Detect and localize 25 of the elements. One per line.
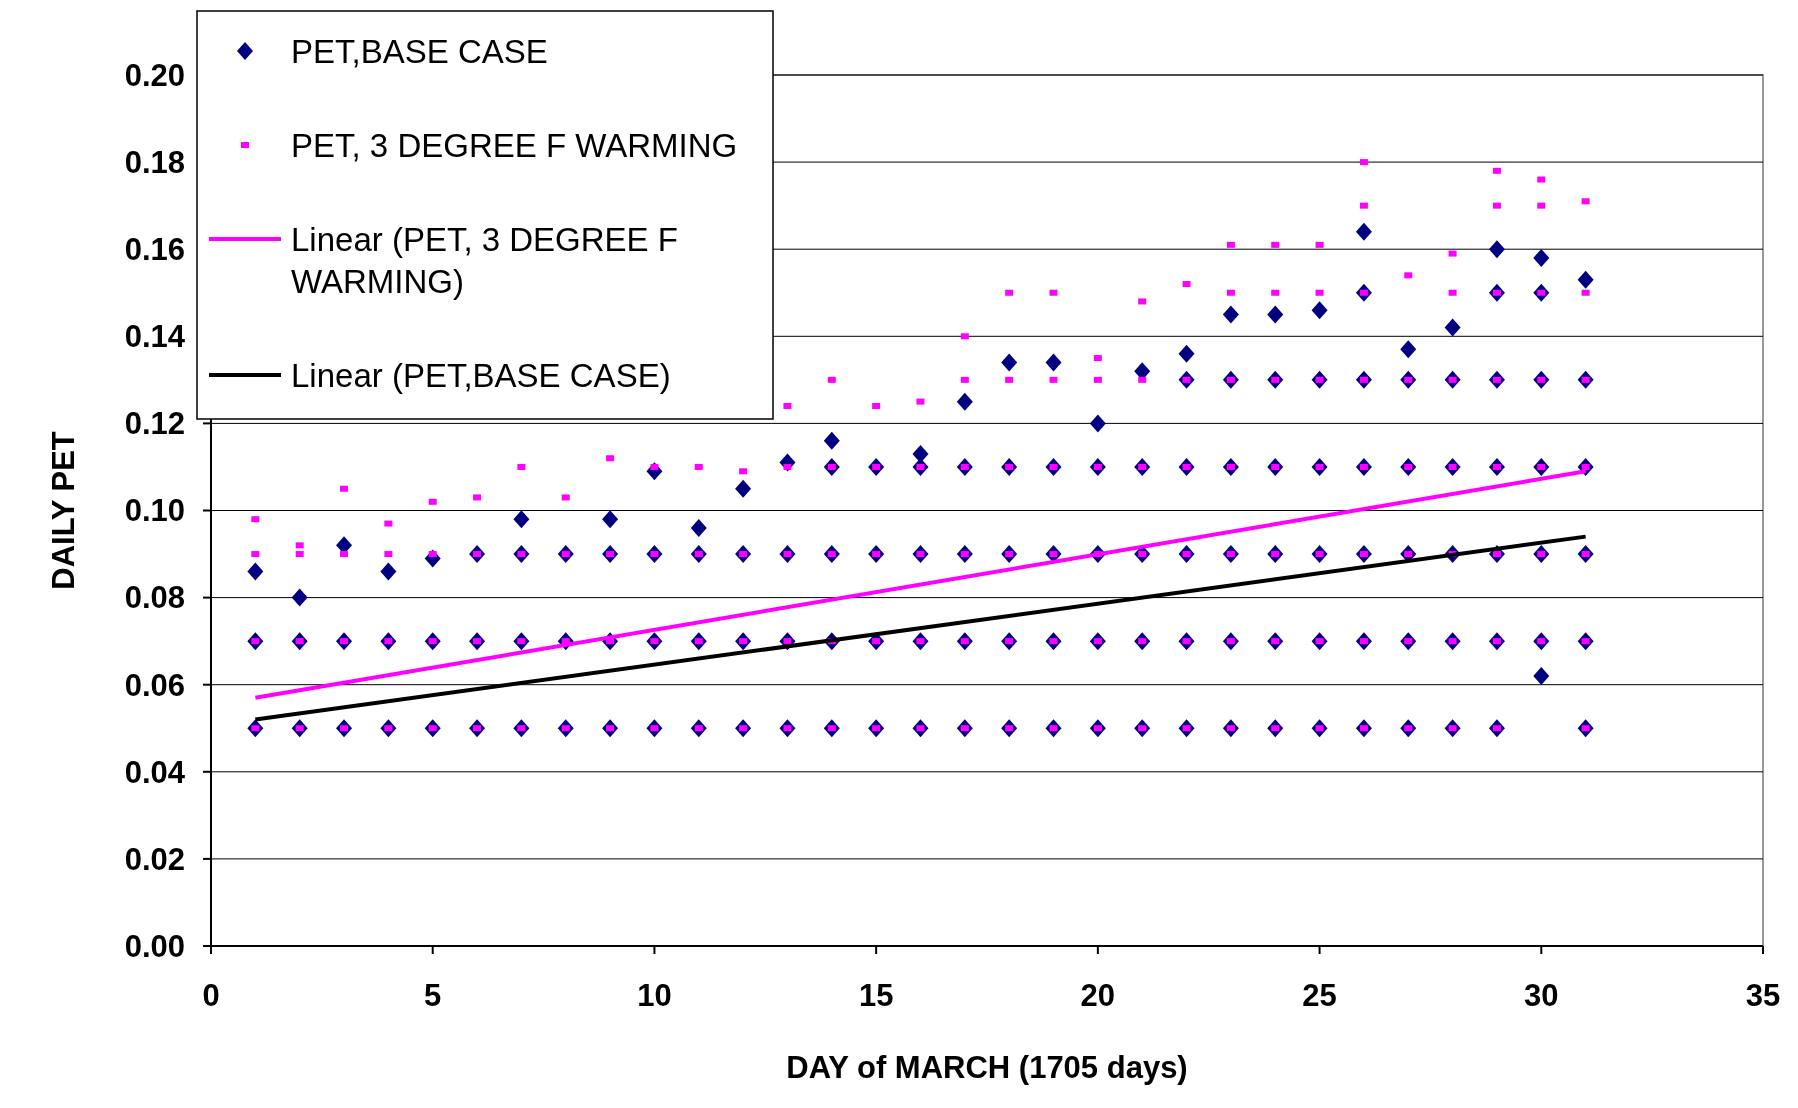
y-tick-label: 0.08 bbox=[124, 580, 185, 616]
x-tick-label: 20 bbox=[1080, 978, 1116, 1013]
y-tick-label: 0.10 bbox=[124, 493, 185, 529]
x-tick-label: 25 bbox=[1302, 978, 1337, 1013]
legend-label: Linear (PET, 3 DEGREE F WARMING) bbox=[291, 220, 678, 300]
x-tick-label: 15 bbox=[858, 978, 894, 1013]
x-axis-title: DAY of MARCH (1705 days) bbox=[786, 1050, 1188, 1085]
x-tick-label: 5 bbox=[424, 978, 442, 1013]
y-tick-label: 0.12 bbox=[124, 406, 185, 442]
legend-label: PET,BASE CASE bbox=[291, 32, 548, 70]
y-tick-label: 0.16 bbox=[124, 232, 185, 268]
y-tick-label: 0.02 bbox=[124, 841, 185, 877]
legend-label: Linear (PET,BASE CASE) bbox=[291, 356, 671, 394]
y-axis-title: DAILY PET bbox=[46, 431, 81, 590]
x-tick-label: 10 bbox=[637, 978, 672, 1013]
y-tick-label: 0.18 bbox=[124, 144, 185, 180]
y-tick-label: 0.04 bbox=[124, 754, 186, 790]
legend-label: PET, 3 DEGREE F WARMING bbox=[291, 126, 738, 164]
y-tick-label: 0.00 bbox=[124, 928, 185, 964]
y-tick-label: 0.14 bbox=[124, 319, 186, 355]
y-tick-label: 0.06 bbox=[124, 667, 185, 703]
x-tick-label: 0 bbox=[202, 978, 220, 1013]
y-tick-label: 0.20 bbox=[124, 57, 185, 93]
x-tick-label: 35 bbox=[1745, 978, 1781, 1013]
x-tick-label: 30 bbox=[1524, 978, 1559, 1013]
